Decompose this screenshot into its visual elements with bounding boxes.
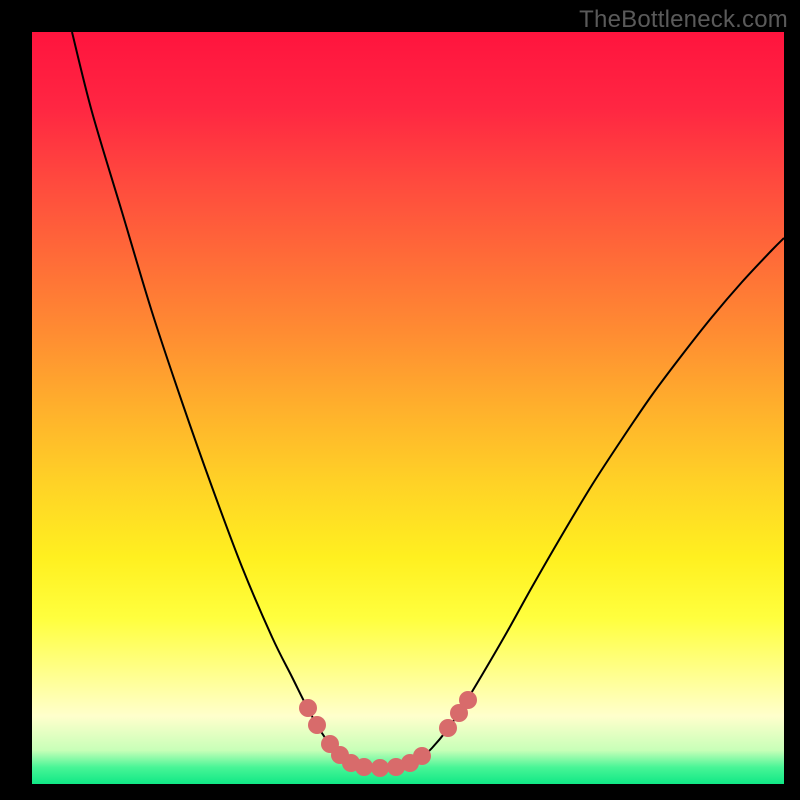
curve-marker	[299, 699, 317, 717]
curve-marker	[459, 691, 477, 709]
curve-marker	[308, 716, 326, 734]
chart-background	[32, 32, 784, 784]
watermark-label: TheBottleneck.com	[579, 6, 788, 34]
bottleneck-chart	[32, 32, 784, 784]
curve-marker	[413, 747, 431, 765]
chart-svg	[32, 32, 784, 784]
curve-marker	[371, 759, 389, 777]
curve-marker	[439, 719, 457, 737]
curve-marker	[355, 758, 373, 776]
